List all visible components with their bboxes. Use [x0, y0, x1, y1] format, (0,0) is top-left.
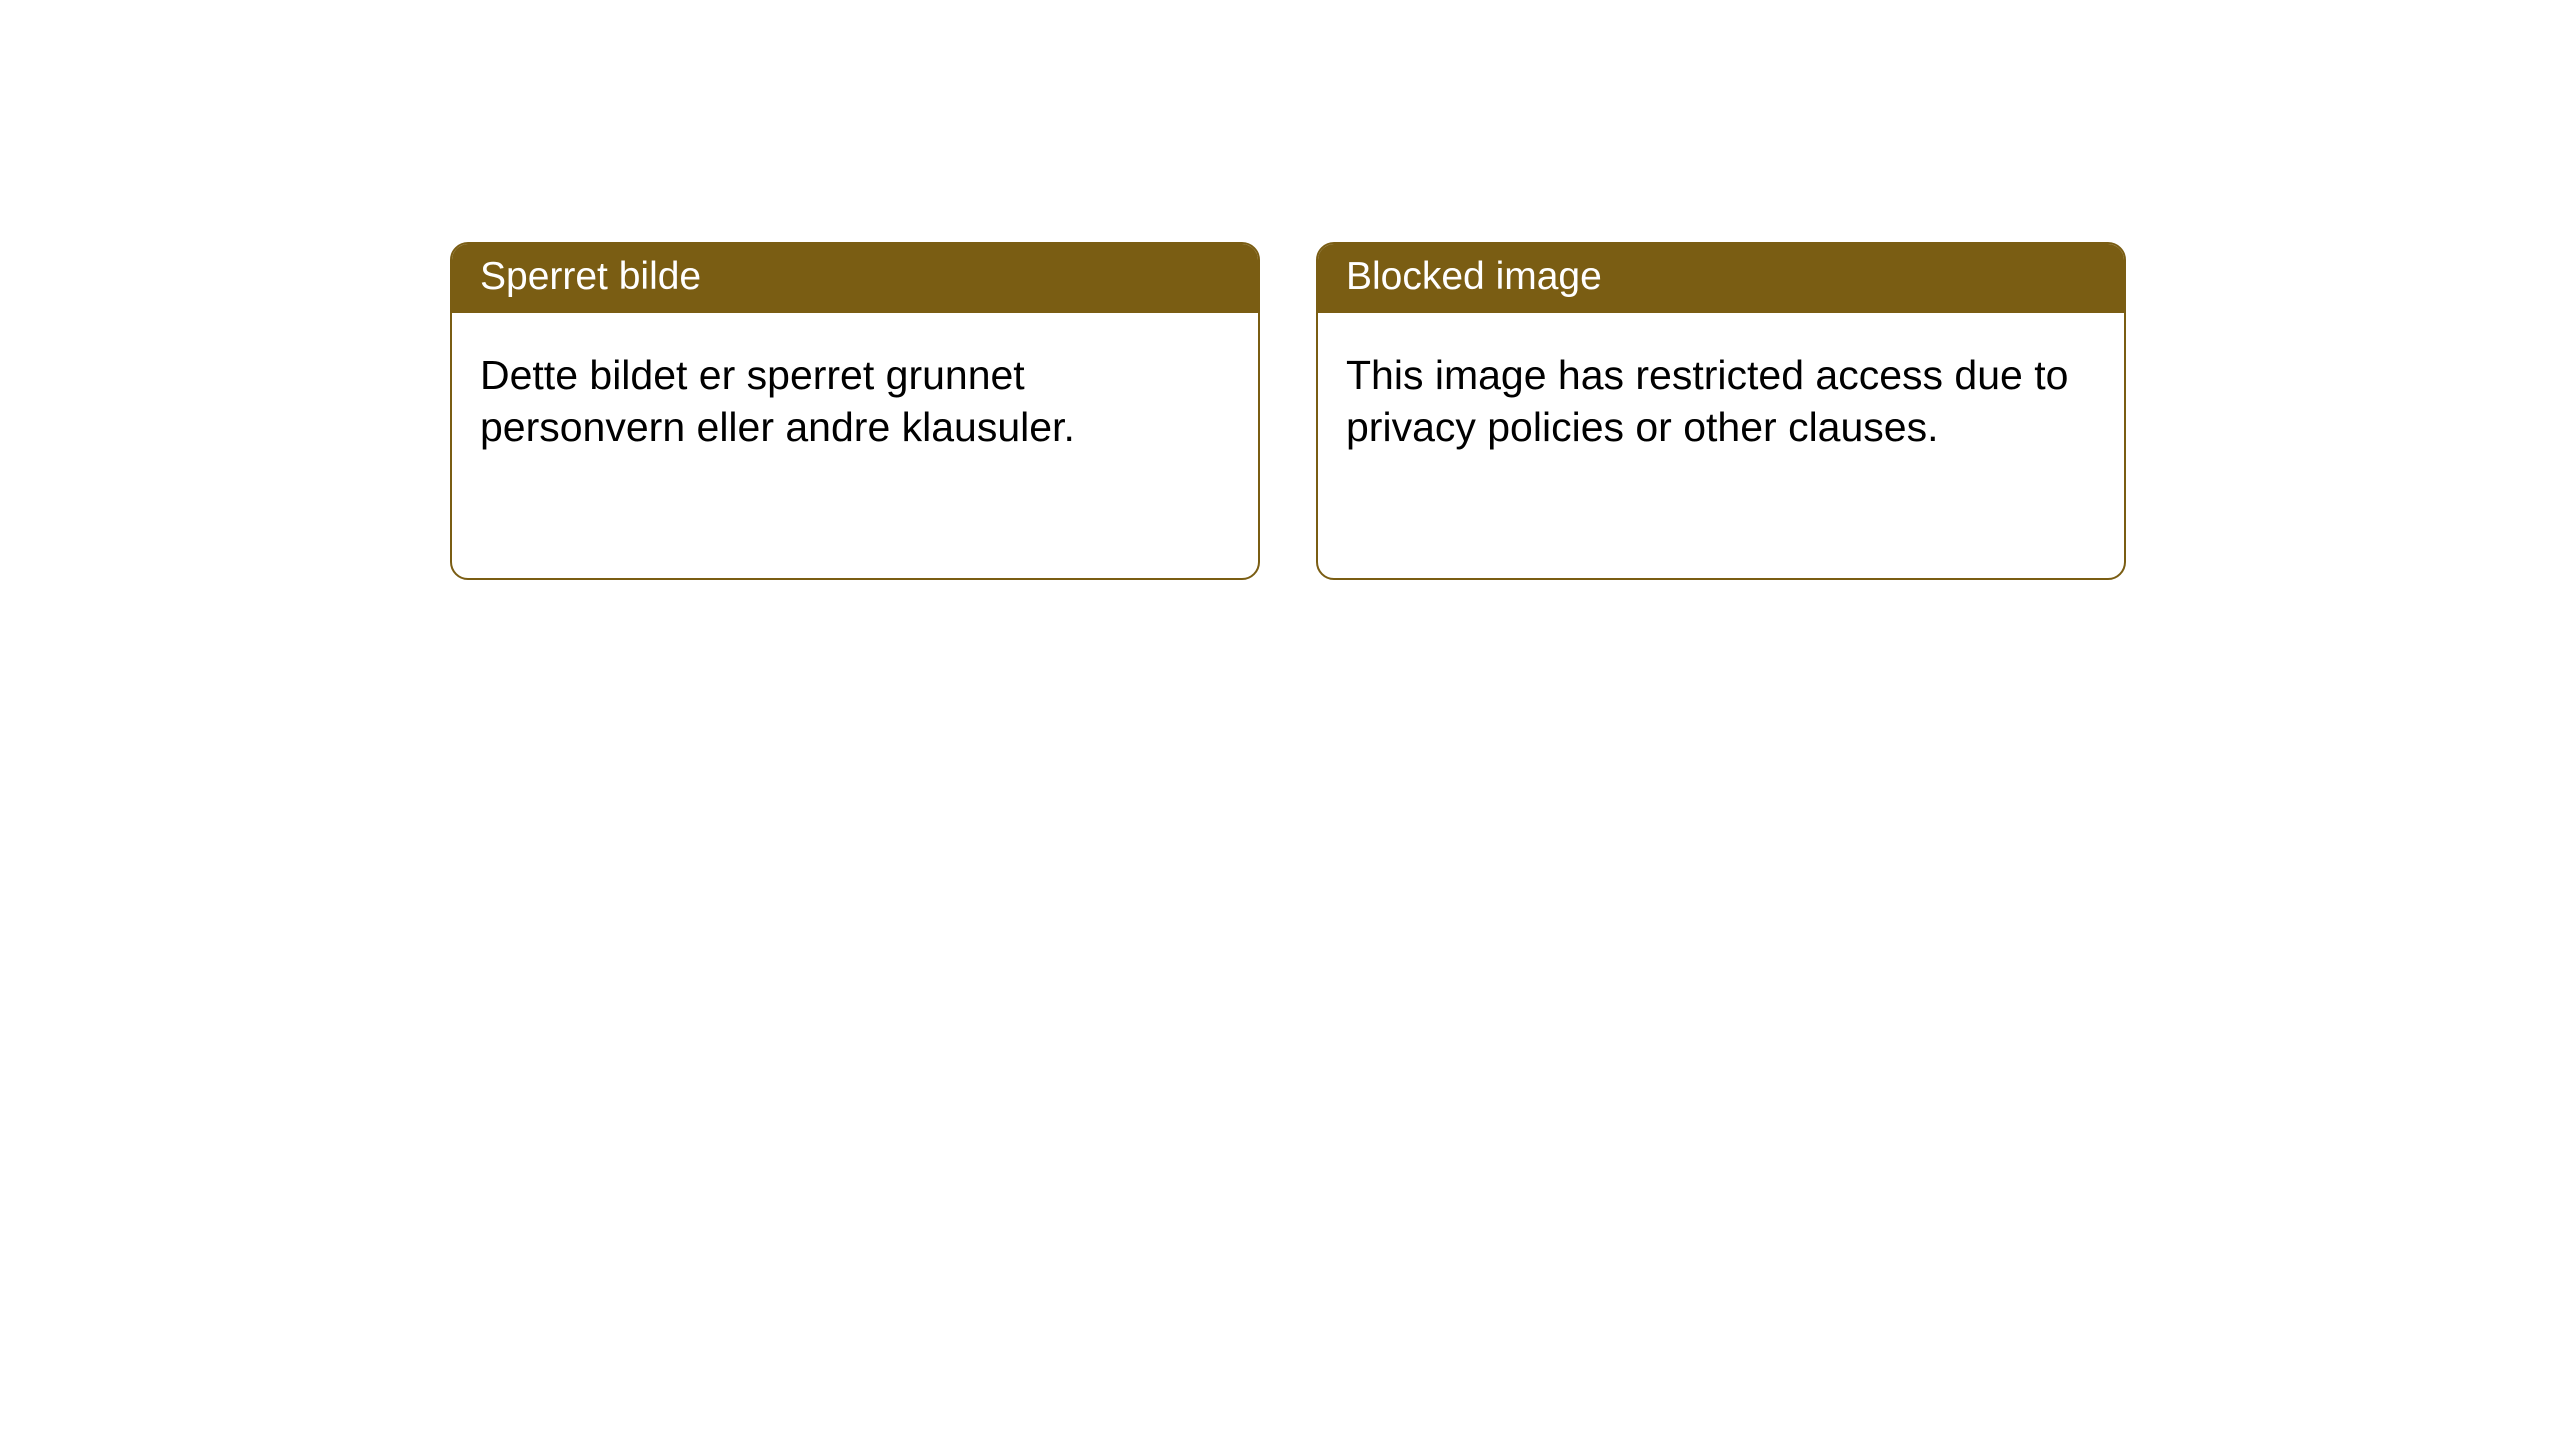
card-body: Dette bildet er sperret grunnet personve… — [452, 313, 1258, 481]
notice-cards-container: Sperret bilde Dette bildet er sperret gr… — [0, 0, 2560, 580]
card-title: Sperret bilde — [480, 255, 701, 298]
card-title: Blocked image — [1346, 255, 1602, 298]
notice-card-english: Blocked image This image has restricted … — [1316, 242, 2126, 580]
card-header: Sperret bilde — [452, 244, 1258, 313]
card-body: This image has restricted access due to … — [1318, 313, 2124, 481]
card-body-text: Dette bildet er sperret grunnet personve… — [480, 352, 1075, 450]
card-header: Blocked image — [1318, 244, 2124, 313]
notice-card-norwegian: Sperret bilde Dette bildet er sperret gr… — [450, 242, 1260, 580]
card-body-text: This image has restricted access due to … — [1346, 352, 2068, 450]
